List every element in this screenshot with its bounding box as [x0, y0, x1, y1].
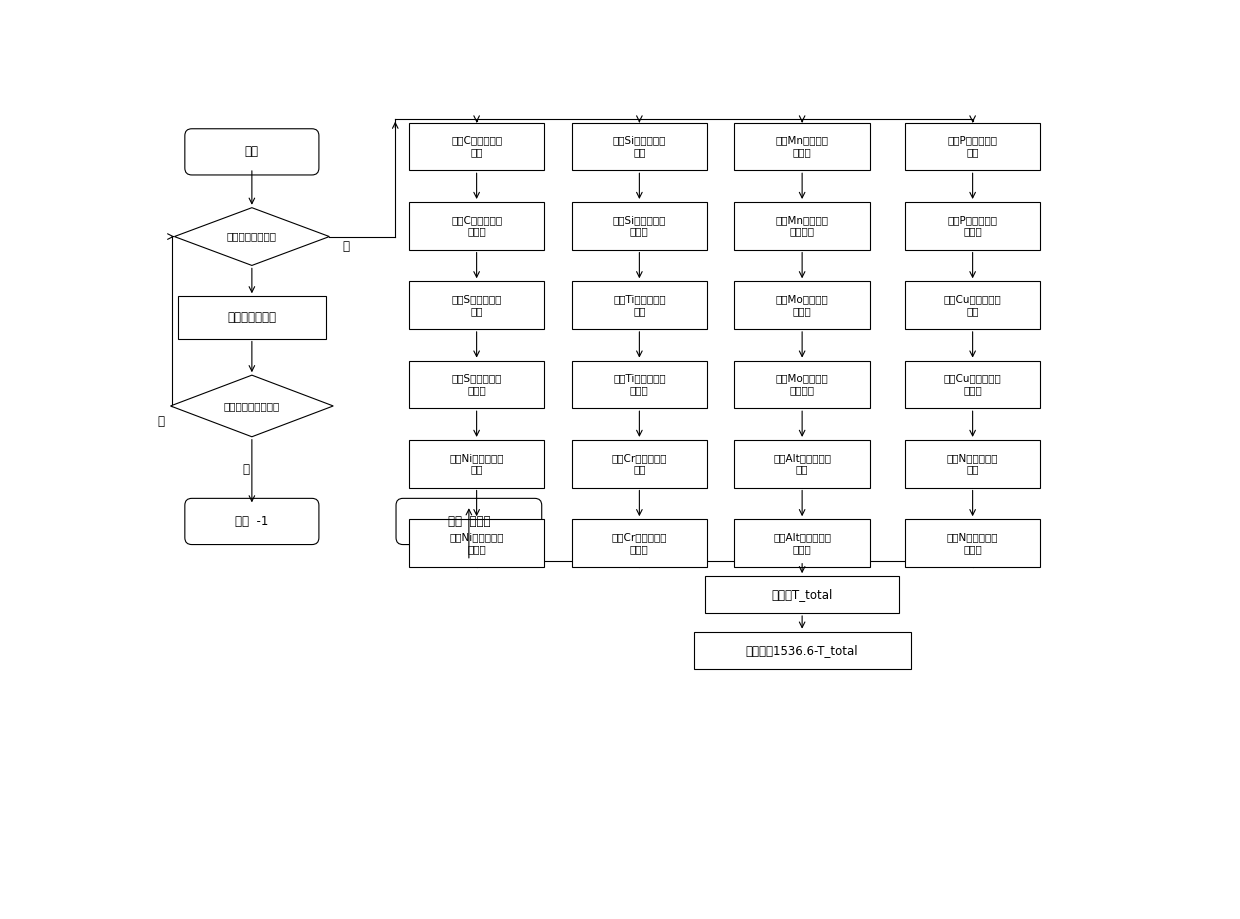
Text: 计算Alt对液相线的
影响值: 计算Alt对液相线的 影响值: [773, 532, 831, 554]
Bar: [409, 202, 544, 250]
Text: 计算Mn对液相线
的影响值: 计算Mn对液相线 的影响值: [776, 215, 828, 236]
Text: 根据Ni含量确定硅
系数: 根据Ni含量确定硅 系数: [449, 453, 503, 474]
Text: 求和得T_total: 求和得T_total: [771, 588, 833, 601]
Text: 计算Ni对液相线的
影响值: 计算Ni对液相线的 影响值: [449, 532, 503, 554]
Bar: [409, 281, 544, 329]
Text: 根据Mn含量确定
硅系数: 根据Mn含量确定 硅系数: [776, 136, 828, 157]
Text: 计算Cu对液相线的
影响值: 计算Cu对液相线的 影响值: [944, 374, 1002, 395]
Text: 读取工艺卡数据: 读取工艺卡数据: [227, 311, 277, 323]
Text: 成功找到工艺卡数据: 成功找到工艺卡数据: [223, 401, 280, 411]
Text: 出钢记号是否为空: 出钢记号是否为空: [227, 232, 277, 242]
Bar: [734, 122, 870, 170]
Bar: [734, 440, 870, 488]
Bar: [734, 202, 870, 250]
Text: 计算Si对液相线的
影响值: 计算Si对液相线的 影响值: [613, 215, 666, 236]
Bar: [572, 281, 707, 329]
Bar: [572, 202, 707, 250]
Bar: [905, 202, 1040, 250]
Bar: [409, 440, 544, 488]
Text: 根据Cr含量确定硅
系数: 根据Cr含量确定硅 系数: [611, 453, 667, 474]
Text: 根据Ti含量确定硅
系数: 根据Ti含量确定硅 系数: [613, 294, 666, 316]
Text: 返回  -1: 返回 -1: [236, 515, 269, 528]
Text: 根据Si含量确定硅
系数: 根据Si含量确定硅 系数: [613, 136, 666, 157]
Text: 计算C对液相线的
影响值: 计算C对液相线的 影响值: [451, 215, 502, 236]
Text: 是: 是: [342, 240, 350, 253]
Text: 根据Alt含量确定硅
系数: 根据Alt含量确定硅 系数: [773, 453, 831, 474]
Text: 开始: 开始: [244, 145, 259, 158]
Bar: [572, 519, 707, 567]
Bar: [572, 122, 707, 170]
Text: 计算Mo对液相线
的影响值: 计算Mo对液相线 的影响值: [776, 374, 828, 395]
Text: 根据Mo含量确定
硅系数: 根据Mo含量确定 硅系数: [776, 294, 828, 316]
Bar: [734, 281, 870, 329]
Text: 是: 是: [157, 414, 165, 428]
Bar: [905, 440, 1040, 488]
Bar: [572, 440, 707, 488]
Bar: [734, 519, 870, 567]
FancyBboxPatch shape: [396, 498, 542, 545]
Text: 根据P含量确定硅
系数: 根据P含量确定硅 系数: [947, 136, 998, 157]
Text: 计算Cr对液相线的
影响值: 计算Cr对液相线的 影响值: [611, 532, 667, 554]
Bar: [572, 360, 707, 408]
Bar: [706, 576, 899, 613]
Text: 计算Ti对液相线的
影响值: 计算Ti对液相线的 影响值: [613, 374, 666, 395]
Bar: [409, 360, 544, 408]
Text: 否: 否: [242, 463, 249, 476]
Bar: [905, 519, 1040, 567]
Bar: [409, 122, 544, 170]
Text: 根据C含量确定炭
系数: 根据C含量确定炭 系数: [451, 136, 502, 157]
Bar: [905, 281, 1040, 329]
Text: 计算N对液相线的
影响值: 计算N对液相线的 影响值: [947, 532, 998, 554]
Bar: [905, 122, 1040, 170]
Bar: [905, 360, 1040, 408]
Text: 根据S含量确定硅
系数: 根据S含量确定硅 系数: [451, 294, 502, 316]
Polygon shape: [171, 375, 334, 437]
Text: 返回  液相线: 返回 液相线: [448, 515, 490, 528]
Polygon shape: [175, 208, 330, 266]
Bar: [179, 296, 325, 338]
Bar: [409, 519, 544, 567]
Bar: [734, 360, 870, 408]
Text: 液相线＝1536.6-T_total: 液相线＝1536.6-T_total: [745, 643, 858, 656]
FancyBboxPatch shape: [185, 498, 319, 545]
Text: 根据N含量确定硅
系数: 根据N含量确定硅 系数: [947, 453, 998, 474]
Text: 计算P对液相线的
影响值: 计算P对液相线的 影响值: [947, 215, 998, 236]
Text: 根据Cu含量确定硅
系数: 根据Cu含量确定硅 系数: [944, 294, 1002, 316]
Bar: [693, 631, 910, 668]
FancyBboxPatch shape: [185, 129, 319, 175]
Text: 计算S对液相线的
影响值: 计算S对液相线的 影响值: [451, 374, 502, 395]
